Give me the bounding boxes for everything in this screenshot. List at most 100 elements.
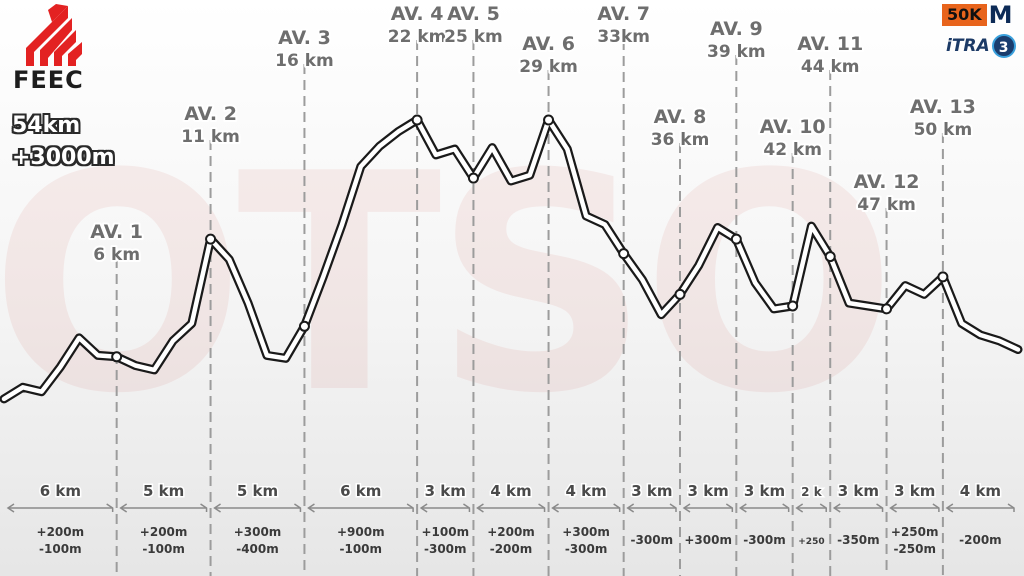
aid-station-km: 16 km xyxy=(275,51,334,71)
aid-station-name: AV. 4 xyxy=(391,3,444,25)
aid-station-km-outline: 42 km xyxy=(763,140,822,160)
aid-station-km-outline: 22 km xyxy=(388,27,447,47)
aid-station-km-outline: 16 km xyxy=(275,51,334,71)
segment-ascent: +900m xyxy=(337,525,385,539)
aid-station-name-outline: AV. 12 xyxy=(854,171,920,193)
segment-arrow-right xyxy=(725,503,734,512)
logo-text: FEEC xyxy=(13,66,84,94)
segment-descent: -100m xyxy=(340,542,383,556)
aid-station-name-outline: AV. 2 xyxy=(184,103,237,125)
aid-station-km: 42 km xyxy=(763,140,822,160)
race-elevation: +3000m xyxy=(12,145,115,170)
aid-station-name: AV. 5 xyxy=(447,3,500,25)
aid-station-name: AV. 9 xyxy=(710,18,763,40)
aid-station-name-outline: AV. 5 xyxy=(447,3,500,25)
segment-arrow-left xyxy=(889,503,897,513)
segment-distance: 6 km xyxy=(340,482,381,500)
aid-station-name-outline: AV. 7 xyxy=(597,3,650,25)
segment-arrow-right xyxy=(294,503,302,512)
segment-arrow-left xyxy=(832,503,841,513)
aid-station-km: 47 km xyxy=(857,195,916,215)
aid-station-marker xyxy=(467,172,479,184)
segment-descent: -350m xyxy=(837,533,880,547)
segment-descent: -300m xyxy=(743,533,786,547)
aid-station-km: 39 km xyxy=(707,42,766,62)
aid-station-km-outline: 6 km xyxy=(93,245,140,265)
aid-station-km: 22 km xyxy=(388,27,447,47)
aid-station-km-outline: 47 km xyxy=(857,195,916,215)
race-distance: 54km xyxy=(12,113,81,138)
aid-station-name: AV. 7 xyxy=(597,3,650,25)
m-logo-icon: M xyxy=(988,1,1013,29)
segment-distance: 6 km xyxy=(40,482,81,500)
segment-arrow-right xyxy=(932,503,940,512)
segment-arrow-right xyxy=(876,503,884,512)
aid-station-name-outline: AV. 4 xyxy=(391,3,444,25)
segment-distance: 3 km xyxy=(838,482,879,500)
aid-station-name: AV. 11 xyxy=(797,33,863,55)
segment-arrow-right xyxy=(106,503,114,512)
aid-station-marker xyxy=(937,271,949,283)
aid-station-km-outline: 44 km xyxy=(801,57,860,77)
segment-arrow-right xyxy=(669,503,677,512)
aid-station-marker xyxy=(111,351,123,363)
aid-station-km: 50 km xyxy=(914,120,973,140)
segment-ascent: +200m xyxy=(37,525,85,539)
aid-station-name: AV. 10 xyxy=(760,116,826,138)
aid-station-name-outline: AV. 1 xyxy=(90,221,143,243)
aid-station-km: 11 km xyxy=(181,127,240,147)
segment-distance: 3 km xyxy=(894,482,935,500)
segment-distance: 3 km xyxy=(425,482,466,500)
segment-distance: 3 km xyxy=(688,482,729,500)
segment-arrow-right xyxy=(406,503,414,512)
aid-station-name-outline: AV. 9 xyxy=(710,18,763,40)
segment-descent: -200m xyxy=(959,533,1002,547)
segment-descent: -100m xyxy=(39,542,82,556)
segment-arrow-left xyxy=(682,503,691,513)
segment-distance: 5 km xyxy=(143,482,184,500)
aid-station-name-outline: AV. 3 xyxy=(278,27,331,49)
segment-distance: 5 km xyxy=(237,482,278,500)
aid-station-marker xyxy=(881,303,893,315)
aid-station-km-outline: 33km xyxy=(597,27,650,47)
aid-station-km-outline: 29 km xyxy=(519,57,578,77)
segment-arrow-left xyxy=(119,503,128,513)
segment-ascent: +200m xyxy=(140,525,188,539)
itra-label: iTRA xyxy=(946,36,990,56)
aid-station-name-outline: AV. 10 xyxy=(760,116,826,138)
segment-ascent: +100m xyxy=(421,525,469,539)
segment-descent: -400m xyxy=(236,542,279,556)
aid-station-name: AV. 8 xyxy=(654,106,707,128)
segment-arrow-left xyxy=(419,503,428,513)
aid-station-marker xyxy=(674,288,686,300)
segment-distance: 4 km xyxy=(490,482,531,500)
segment-ascent: +250m xyxy=(891,525,939,539)
segment-arrow-right xyxy=(200,503,208,512)
aid-station-name-outline: AV. 13 xyxy=(910,96,976,118)
segment-arrow-left xyxy=(945,503,954,513)
aid-station-km: 25 km xyxy=(444,27,503,47)
segment-arrow-left xyxy=(213,503,221,513)
itra-points: 3 xyxy=(991,34,1016,58)
fifty-k-label: 50K xyxy=(942,4,987,26)
aid-station-km: 44 km xyxy=(801,57,860,77)
segment-ascent: +200m xyxy=(487,525,535,539)
aid-station-marker xyxy=(543,114,555,126)
segment-arrow-left xyxy=(626,503,635,513)
aid-station-marker xyxy=(298,320,310,332)
segment-descent: -200m xyxy=(490,542,533,556)
aid-station-name: AV. 6 xyxy=(522,33,575,55)
segment-descent: -300m xyxy=(631,533,674,547)
segment-arrow-right xyxy=(463,503,471,512)
race-summary: 54km +3000m xyxy=(12,110,115,174)
aid-station-km-outline: 11 km xyxy=(181,127,240,147)
aid-station-name-outline: AV. 8 xyxy=(654,106,707,128)
segment-arrow-left xyxy=(307,503,315,513)
segment-arrow-right xyxy=(613,503,621,512)
feec-logo-icon xyxy=(26,4,82,66)
elevation-profile-line xyxy=(1,117,1021,402)
aid-station-marker xyxy=(730,233,742,245)
segment-arrow-right xyxy=(538,503,546,512)
segment-arrow-left xyxy=(551,503,559,513)
